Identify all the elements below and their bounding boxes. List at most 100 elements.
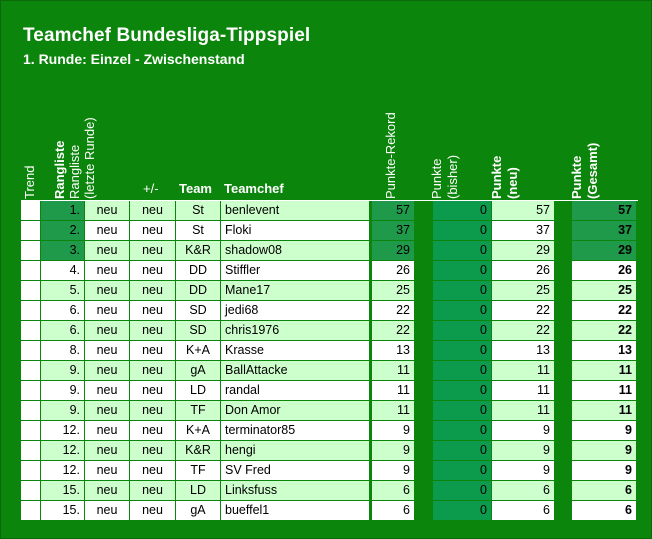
bisher-cell: 0 <box>433 461 491 480</box>
gesamt-cell: 6 <box>572 481 636 500</box>
neu-cell: 11 <box>492 381 554 400</box>
header-gesamt-line2: (Gesamt) <box>585 142 600 199</box>
header-divider <box>21 200 638 201</box>
plusminus-cell: neu <box>130 281 175 300</box>
rank-cell: 6. <box>41 321 84 340</box>
table-row: 12. neu neu TF SV Fred 9 0 9 9 <box>1 461 651 481</box>
trend-cell <box>21 501 40 520</box>
team-cell: LD <box>176 381 220 400</box>
gesamt-cell: 57 <box>572 201 636 220</box>
teamchef-cell: Don Amor <box>221 401 369 420</box>
rekord-cell: 25 <box>372 281 414 300</box>
table-row: 12. neu neu K&R hengi 9 0 9 9 <box>1 441 651 461</box>
trend-cell <box>21 261 40 280</box>
neu-cell: 25 <box>492 281 554 300</box>
team-cell: K+A <box>176 421 220 440</box>
team-cell: TF <box>176 401 220 420</box>
plusminus-cell: neu <box>130 401 175 420</box>
neu-cell: 6 <box>492 501 554 520</box>
rekord-cell: 6 <box>372 501 414 520</box>
table-row: 15. neu neu LD Linksfuss 6 0 6 6 <box>1 481 651 501</box>
trend-cell <box>21 321 40 340</box>
last-rank-cell: neu <box>85 481 129 500</box>
table-row: 6. neu neu SD chris1976 22 0 22 22 <box>1 321 651 341</box>
plusminus-cell: neu <box>130 481 175 500</box>
gesamt-cell: 9 <box>572 441 636 460</box>
rank-cell: 9. <box>41 401 84 420</box>
last-rank-cell: neu <box>85 421 129 440</box>
trend-cell <box>21 341 40 360</box>
neu-cell: 9 <box>492 441 554 460</box>
rank-cell: 12. <box>41 461 84 480</box>
header-neu-line2: (neu) <box>505 167 520 199</box>
teamchef-cell: bueffel1 <box>221 501 369 520</box>
gesamt-cell: 9 <box>572 461 636 480</box>
trend-cell <box>21 301 40 320</box>
plusminus-cell: neu <box>130 221 175 240</box>
teamchef-cell: Stiffler <box>221 261 369 280</box>
plusminus-cell: neu <box>130 261 175 280</box>
header-bisher-line1: Punkte <box>429 158 444 199</box>
rank-cell: 15. <box>41 501 84 520</box>
neu-cell: 37 <box>492 221 554 240</box>
bisher-cell: 0 <box>433 361 491 380</box>
plusminus-cell: neu <box>130 461 175 480</box>
rank-cell: 4. <box>41 261 84 280</box>
header-gesamt: Punkte (Gesamt) <box>569 143 601 199</box>
table-row: 9. neu neu LD randal 11 0 11 11 <box>1 381 651 401</box>
bisher-cell: 0 <box>433 261 491 280</box>
plusminus-cell: neu <box>130 301 175 320</box>
bisher-cell: 0 <box>433 221 491 240</box>
header-neu: Punkte (neu) <box>489 156 521 199</box>
table-row: 12. neu neu K+A terminator85 9 0 9 9 <box>1 421 651 441</box>
table-row: 5. neu neu DD Mane17 25 0 25 25 <box>1 281 651 301</box>
table-row: 4. neu neu DD Stiffler 26 0 26 26 <box>1 261 651 281</box>
team-cell: gA <box>176 501 220 520</box>
gesamt-cell: 22 <box>572 321 636 340</box>
rank-cell: 9. <box>41 381 84 400</box>
gesamt-cell: 29 <box>572 241 636 260</box>
team-cell: TF <box>176 461 220 480</box>
rank-cell: 3. <box>41 241 84 260</box>
rekord-cell: 37 <box>372 221 414 240</box>
bisher-cell: 0 <box>433 201 491 220</box>
trend-cell <box>21 441 40 460</box>
plusminus-cell: neu <box>130 341 175 360</box>
bisher-cell: 0 <box>433 241 491 260</box>
table-row: 6. neu neu SD jedi68 22 0 22 22 <box>1 301 651 321</box>
teamchef-cell: Krasse <box>221 341 369 360</box>
rank-cell: 12. <box>41 421 84 440</box>
header-gesamt-line1: Punkte <box>569 155 584 199</box>
rank-cell: 5. <box>41 281 84 300</box>
plusminus-cell: neu <box>130 321 175 340</box>
plusminus-cell: neu <box>130 421 175 440</box>
teamchef-cell: hengi <box>221 441 369 460</box>
bisher-cell: 0 <box>433 481 491 500</box>
gesamt-cell: 13 <box>572 341 636 360</box>
gesamt-cell: 11 <box>572 361 636 380</box>
header-row: Trend Rangliste Rangliste (letzte Runde)… <box>1 91 651 199</box>
header-bisher-line2: (bisher) <box>445 154 460 199</box>
teamchef-cell: randal <box>221 381 369 400</box>
gesamt-cell: 22 <box>572 301 636 320</box>
last-rank-cell: neu <box>85 501 129 520</box>
teamchef-cell: benlevent <box>221 201 369 220</box>
rekord-cell: 6 <box>372 481 414 500</box>
plusminus-cell: neu <box>130 241 175 260</box>
team-cell: St <box>176 201 220 220</box>
last-rank-cell: neu <box>85 381 129 400</box>
neu-cell: 57 <box>492 201 554 220</box>
team-cell: K&R <box>176 241 220 260</box>
rank-cell: 8. <box>41 341 84 360</box>
header-rekord: Punkte-Rekord <box>383 112 398 199</box>
rekord-cell: 22 <box>372 321 414 340</box>
table-row: 9. neu neu gA BallAttacke 11 0 11 11 <box>1 361 651 381</box>
rekord-cell: 13 <box>372 341 414 360</box>
bisher-cell: 0 <box>433 401 491 420</box>
rank-cell: 6. <box>41 301 84 320</box>
gesamt-cell: 6 <box>572 501 636 520</box>
gesamt-cell: 11 <box>572 401 636 420</box>
team-cell: SD <box>176 321 220 340</box>
rekord-cell: 9 <box>372 421 414 440</box>
